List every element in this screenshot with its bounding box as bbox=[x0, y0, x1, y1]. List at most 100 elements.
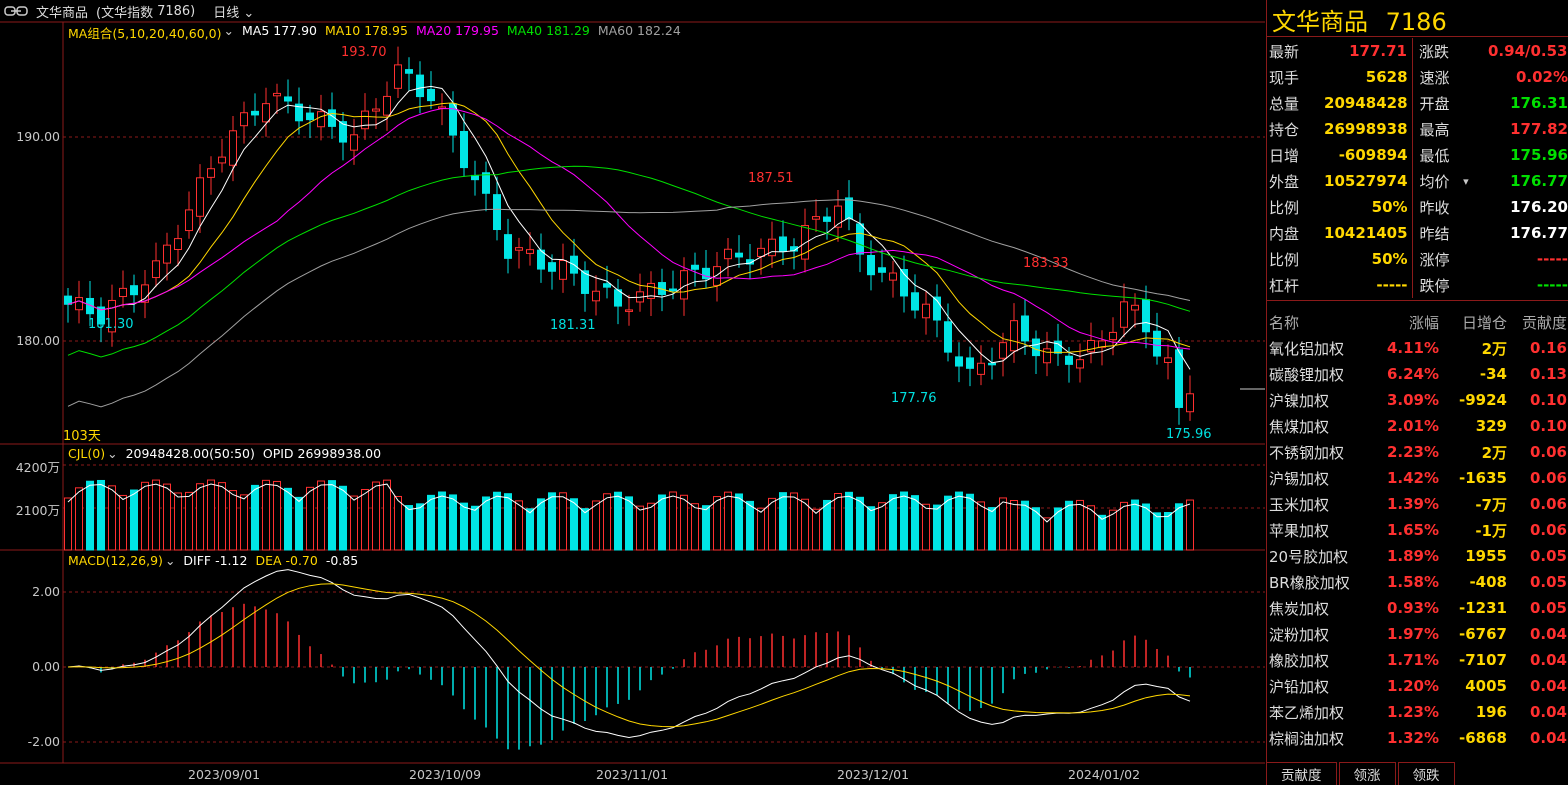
contrib-oi-change: -7107 bbox=[1459, 651, 1507, 669]
quote-key: 昨收 bbox=[1419, 198, 1450, 217]
quote-value: 10527974 bbox=[1324, 172, 1408, 190]
contrib-row[interactable]: 苯乙烯加权 1.23% 196 0.04 bbox=[1266, 699, 1568, 725]
contrib-row[interactable]: 橡胶加权 1.71% -7107 0.04 bbox=[1266, 647, 1568, 673]
ma-legend-item: MA20 179.95 bbox=[415, 23, 499, 38]
quote-value: 5628 bbox=[1365, 68, 1408, 86]
contrib-change: 1.71% bbox=[1386, 651, 1439, 669]
tab-top-gainers[interactable]: 领涨 bbox=[1338, 762, 1396, 785]
contrib-row[interactable]: 沪镍加权 3.09% -9924 0.10 bbox=[1266, 387, 1568, 413]
candle-body bbox=[867, 254, 875, 276]
annotation-low-1: 181.30 bbox=[88, 317, 134, 332]
quote-key: 跌停 bbox=[1419, 276, 1450, 295]
contrib-row[interactable]: 沪锡加权 1.42% -1635 0.06 bbox=[1266, 465, 1568, 491]
volume-bar bbox=[1043, 517, 1051, 551]
contrib-row[interactable]: 淀粉加权 1.97% -6767 0.04 bbox=[1266, 621, 1568, 647]
contrib-value: 0.06 bbox=[1529, 521, 1567, 539]
contrib-value: 0.05 bbox=[1529, 573, 1567, 591]
ma-legend-item[interactable]: MA组合(5,10,20,40,60,0) bbox=[68, 26, 222, 41]
contrib-name: 淀粉加权 bbox=[1269, 625, 1330, 644]
quote-key: 涨停 bbox=[1419, 250, 1450, 269]
volume-bar bbox=[1164, 512, 1172, 551]
period-selector[interactable]: 日线 ⌄ bbox=[213, 2, 254, 21]
contrib-header-change[interactable]: 涨幅 bbox=[1408, 313, 1439, 332]
volume-bar bbox=[460, 502, 468, 551]
contrib-change: 1.20% bbox=[1386, 677, 1439, 695]
price-chart[interactable] bbox=[0, 0, 1266, 785]
contrib-row[interactable]: 棕榈油加权 1.32% -6868 0.04 bbox=[1266, 725, 1568, 751]
ma-line bbox=[67, 199, 1191, 408]
candle-body bbox=[669, 288, 677, 292]
candle-body bbox=[724, 248, 732, 260]
volume-legend-item: 20948428.00(50:50) bbox=[125, 446, 255, 461]
candle-body bbox=[603, 283, 611, 288]
candle-body bbox=[1131, 304, 1139, 311]
macd-tick-0: 0.00 bbox=[32, 659, 60, 674]
contrib-name: 沪镍加权 bbox=[1269, 391, 1330, 410]
volume-bar bbox=[1120, 501, 1128, 551]
quote-row: 总量 20948428 开盘 176.31 bbox=[1266, 90, 1568, 116]
contrib-row[interactable]: 不锈钢加权 2.23% 2万 0.06 bbox=[1266, 439, 1568, 465]
contrib-header: 名称 涨幅 日增仓 贡献度 bbox=[1266, 309, 1568, 335]
contrib-header-name[interactable]: 名称 bbox=[1269, 313, 1300, 332]
volume-bar bbox=[867, 506, 875, 551]
candle-body bbox=[251, 110, 259, 116]
volume-bar bbox=[878, 502, 886, 551]
contrib-value: 0.13 bbox=[1529, 365, 1567, 383]
candle-body bbox=[1120, 301, 1128, 328]
contrib-row[interactable]: 玉米加权 1.39% -7万 0.06 bbox=[1266, 491, 1568, 517]
quote-value: 50% bbox=[1371, 198, 1408, 216]
candle-body bbox=[581, 270, 589, 294]
volume-legend-item[interactable]: CJL(0) bbox=[68, 446, 106, 461]
chevron-down-icon[interactable]: ⌄ bbox=[223, 23, 234, 38]
volume-bar bbox=[900, 491, 908, 551]
volume-bar bbox=[603, 493, 611, 551]
contrib-row[interactable]: 焦煤加权 2.01% 329 0.10 bbox=[1266, 413, 1568, 439]
ma-legend-item: MA60 182.24 bbox=[597, 23, 681, 38]
contrib-row[interactable]: 20号胶加权 1.89% 1955 0.05 bbox=[1266, 543, 1568, 569]
volume-bar bbox=[1186, 499, 1194, 551]
tab-contribution[interactable]: 贡献度 bbox=[1266, 762, 1337, 785]
candle-body bbox=[801, 225, 809, 260]
contrib-row[interactable]: 沪铅加权 1.20% 4005 0.04 bbox=[1266, 673, 1568, 699]
volume-bar bbox=[680, 494, 688, 551]
quote-key: 内盘 bbox=[1269, 224, 1300, 243]
contrib-row[interactable]: 氧化铝加权 4.11% 2万 0.16 bbox=[1266, 335, 1568, 361]
candle-body bbox=[383, 95, 391, 116]
contrib-row[interactable]: BR橡胶加权 1.58% -408 0.05 bbox=[1266, 569, 1568, 595]
candle-body bbox=[1087, 339, 1095, 353]
quote-value: -609894 bbox=[1338, 146, 1408, 164]
contrib-oi-change: -1231 bbox=[1459, 599, 1507, 617]
contrib-header-contrib[interactable]: 贡献度 bbox=[1521, 313, 1567, 332]
candle-body bbox=[999, 342, 1007, 359]
volume-bar bbox=[548, 492, 556, 551]
volume-bar bbox=[801, 498, 809, 551]
volume-bar bbox=[1131, 499, 1139, 551]
ma-legend-item: MA10 178.95 bbox=[324, 23, 408, 38]
macd-legend-item[interactable]: MACD(12,26,9) bbox=[68, 553, 163, 568]
ma-line bbox=[67, 85, 1191, 370]
link-icon[interactable] bbox=[4, 4, 28, 18]
quote-key: 总量 bbox=[1269, 94, 1300, 113]
contrib-oi-change: -6868 bbox=[1459, 729, 1507, 747]
contrib-row[interactable]: 焦炭加权 0.93% -1231 0.05 bbox=[1266, 595, 1568, 621]
contrib-change: 1.42% bbox=[1386, 469, 1439, 487]
chevron-down-icon[interactable]: ⌄ bbox=[107, 446, 118, 461]
tab-top-losers[interactable]: 领跌 bbox=[1397, 762, 1455, 785]
candle-body bbox=[86, 297, 94, 315]
candle-body bbox=[592, 290, 600, 302]
volume-bar bbox=[746, 500, 754, 551]
contrib-row[interactable]: 碳酸锂加权 6.24% -34 0.13 bbox=[1266, 361, 1568, 387]
contrib-value: 0.10 bbox=[1529, 417, 1567, 435]
volume-bar bbox=[361, 488, 369, 551]
contrib-row[interactable]: 苹果加权 1.65% -1万 0.06 bbox=[1266, 517, 1568, 543]
volume-bar bbox=[383, 479, 391, 551]
contrib-header-oi[interactable]: 日增仓 bbox=[1461, 313, 1507, 332]
chevron-down-icon[interactable]: ⌄ bbox=[164, 553, 176, 568]
contrib-name: 沪铅加权 bbox=[1269, 677, 1330, 696]
volume-legend: CJL(0) ⌄ 20948428.00(50:50) OPID 26998938.0… bbox=[68, 446, 381, 461]
contrib-value: 0.06 bbox=[1529, 443, 1567, 461]
contrib-value: 0.10 bbox=[1529, 391, 1567, 409]
caret-down-icon[interactable]: ▾ bbox=[1463, 174, 1469, 188]
volume-bar bbox=[174, 492, 182, 551]
vol-tick-2100: 2100万 bbox=[15, 503, 60, 518]
